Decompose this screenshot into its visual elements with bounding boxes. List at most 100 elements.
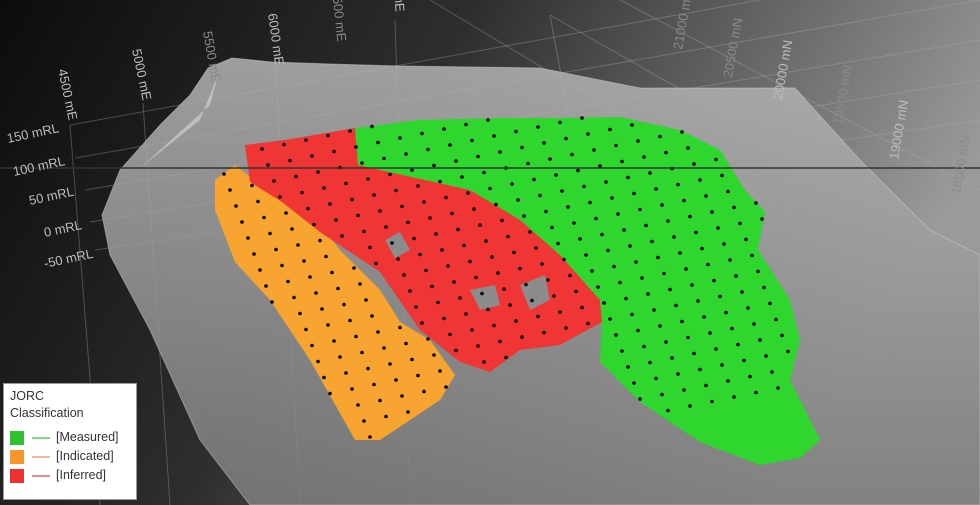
drillhole-dot [468,259,472,264]
drillhole-dot [494,202,498,207]
drillhole-dot [654,376,658,381]
drillhole-dot [486,307,490,312]
drillhole-dot [710,210,714,214]
drillhole-dot [420,321,424,325]
drillhole-dot [304,138,308,142]
drillhole-dot [404,341,408,346]
drillhole-dot [470,328,474,332]
drillhole-dot [702,315,706,319]
drillhole-dot [356,403,360,407]
drillhole-dot [776,386,780,390]
drillhole-dot [330,270,334,275]
drillhole-dot [284,211,288,215]
drillhole-dot [614,333,618,337]
drillhole-dot [400,204,404,209]
drillhole-dot [632,381,636,385]
drillhole-dot [482,170,486,175]
drillhole-dot [442,127,446,131]
drillhole-dot [598,164,602,168]
drillhole-dot [322,186,326,190]
drillhole-dot [500,218,504,223]
drillhole-dot [416,184,420,188]
drillhole-dot [446,264,450,268]
drillhole-dot [614,143,618,148]
drillhole-dot [222,172,226,176]
drillhole-dot [410,168,414,172]
drillhole-dot [736,342,740,347]
drillhole-dot [550,225,554,230]
drillhole-dot [388,362,392,366]
drillhole-dot [436,300,440,305]
drillhole-dot [742,358,746,363]
drillhole-dot [580,116,584,120]
drillhole-dot [568,273,572,278]
drillhole-dot [580,305,584,310]
drillhole-dot [340,234,344,238]
drillhole-dot [354,145,358,149]
drillhole-dot [540,262,544,266]
drillhole-dot [484,239,488,243]
drillhole-dot [642,344,646,349]
drillhole-dot [302,259,306,263]
drillhole-dot [648,360,652,365]
drillhole-dot [228,188,232,192]
drillhole-dot [732,395,736,399]
drillhole-dot [332,149,336,154]
drillhole-dot [774,317,778,322]
drillhole-dot [448,143,452,147]
drillhole-dot [444,195,448,200]
drillhole-dot [588,200,592,205]
drillhole-dot [426,147,430,152]
drillhole-dot [576,168,580,173]
drillhole-dot [586,321,590,326]
drillhole-dot [716,226,720,230]
drillhole-dot [608,127,612,132]
drillhole-dot [334,218,338,222]
easting-label: 6000 mE [265,12,287,66]
drillhole-dot [626,175,630,180]
legend-title: JORC [10,389,45,403]
drillhole-dot [290,227,294,231]
drillhole-dot [704,383,708,388]
drillhole-dot [416,373,420,378]
drillhole-dot [738,221,742,226]
drillhole-dot [422,389,426,394]
drillhole-dot [756,269,760,274]
drillhole-dot [364,298,368,302]
drillhole-dot [372,193,376,197]
drillhole-dot [442,316,446,321]
drillhole-dot [360,161,364,165]
drillhole-dot [408,289,412,293]
drillhole-dot [398,325,402,330]
drillhole-dot [548,157,552,161]
drillhole-dot [664,150,668,155]
drillhole-dot [728,258,732,262]
measured-swatch [10,430,24,445]
drillhole-dot [316,359,320,364]
drillhole-dot [690,283,694,287]
drillhole-dot [264,284,268,288]
drillhole-dot [636,139,640,143]
drillhole-dot [260,147,264,151]
drillhole-dot [760,217,764,221]
drillhole-dot [342,302,346,307]
drillhole-dot [390,241,394,245]
drillhole-dot [650,239,654,244]
drillhole-dot [720,173,724,178]
drillhole-dot [592,148,596,152]
drillhole-dot [488,186,492,191]
drillhole-dot [406,410,410,414]
drillhole-dot [418,252,422,257]
drillhole-dot [510,182,514,186]
drillhole-dot [748,374,752,379]
drillhole-dot [590,269,594,273]
easting-label: 6500 mE [329,0,349,42]
drillhole-dot [344,181,348,186]
drillhole-dot [310,154,314,158]
drillhole-dot [734,274,738,278]
drillhole-dot [366,366,370,371]
drillhole-dot [472,207,476,211]
drillhole-dot [624,296,628,301]
drillhole-dot [516,198,520,202]
